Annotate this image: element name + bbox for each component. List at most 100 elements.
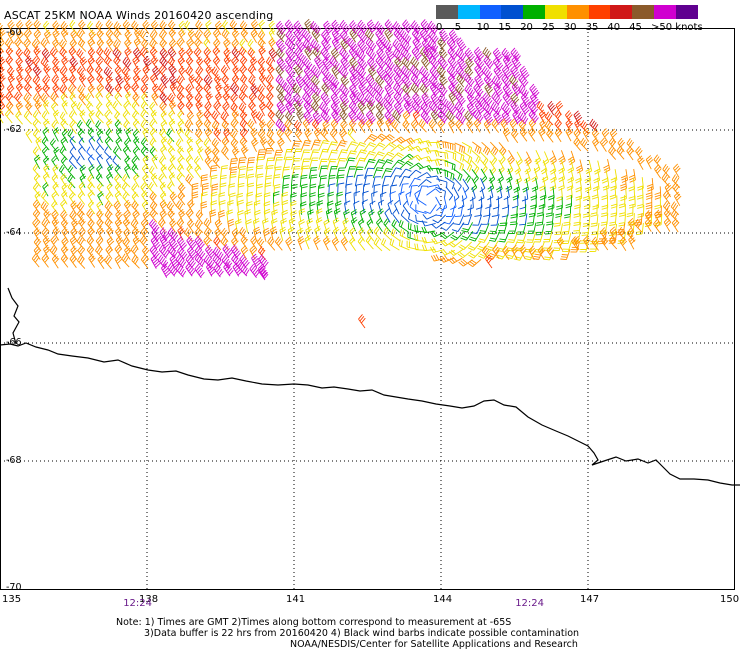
wind-barb	[419, 83, 429, 98]
wind-barb	[114, 164, 123, 179]
wind-barb	[349, 56, 359, 72]
lat-tick-label: -70	[6, 582, 22, 593]
wind-barb	[400, 65, 412, 80]
wind-barb	[59, 39, 68, 54]
wind-barb	[384, 110, 395, 125]
wind-barb	[619, 204, 626, 217]
wind-barb	[357, 29, 368, 44]
wind-barb	[450, 231, 464, 241]
wind-barb	[247, 64, 256, 79]
wind-barb	[610, 169, 618, 183]
wind-barb	[510, 205, 518, 219]
wind-barb	[437, 93, 449, 108]
wind-barb	[140, 182, 148, 197]
wind-barb	[210, 200, 218, 214]
wind-barb	[266, 119, 274, 134]
wind-barb	[558, 150, 566, 165]
legend-color-swatch	[479, 5, 502, 19]
wind-barb	[69, 74, 77, 89]
wind-barb	[95, 91, 103, 106]
wind-barb	[275, 83, 285, 98]
wind-barb	[122, 237, 131, 252]
wind-barb	[267, 236, 276, 251]
wind-barb	[213, 38, 221, 53]
wind-barb	[105, 91, 113, 106]
wind-barb	[195, 209, 204, 224]
wind-barb	[133, 136, 141, 151]
wind-barb	[34, 154, 41, 170]
legend-label: 45	[629, 22, 642, 33]
wind-barb	[331, 19, 342, 35]
wind-barb	[275, 64, 285, 79]
wind-barb	[302, 74, 313, 89]
wind-barb	[113, 28, 122, 43]
wind-barb	[562, 222, 571, 235]
wind-barb	[345, 175, 354, 188]
wind-barb	[601, 169, 609, 184]
wind-barb	[223, 262, 234, 277]
wind-barb	[303, 65, 314, 81]
wind-barb	[600, 227, 608, 242]
wind-barb	[266, 91, 274, 106]
wind-barb	[435, 186, 446, 198]
wind-barb	[41, 146, 49, 161]
wind-barb	[114, 173, 122, 188]
wind-barb	[428, 55, 440, 70]
wind-barb	[32, 56, 40, 71]
wind-barb	[188, 74, 196, 89]
wind-barb	[503, 186, 510, 201]
wind-barb	[421, 220, 436, 227]
wind-barb	[448, 29, 459, 44]
legend-color-swatch	[654, 5, 677, 19]
wind-barb	[354, 174, 364, 187]
wind-barb	[573, 205, 581, 218]
wind-barb	[167, 137, 176, 152]
wind-barb	[61, 74, 69, 89]
wind-barb	[113, 146, 122, 160]
wind-barb	[443, 169, 455, 181]
wind-barb	[51, 254, 60, 269]
wind-barb	[456, 73, 466, 88]
wind-barb	[150, 109, 158, 124]
wind-barb	[440, 222, 455, 231]
wind-barb	[239, 254, 250, 269]
wind-barb	[471, 150, 481, 164]
wind-barb	[178, 28, 186, 43]
wind-barb	[61, 55, 69, 71]
wind-barb	[0, 92, 6, 107]
wind-barb	[249, 245, 257, 260]
wind-barb	[78, 73, 87, 88]
wind-barb	[460, 231, 474, 241]
wind-barb	[49, 245, 59, 260]
wind-barb	[407, 222, 419, 234]
wind-barb	[380, 159, 394, 170]
wind-barb	[220, 236, 229, 251]
wind-barb	[363, 142, 376, 152]
wind-barb	[213, 236, 222, 251]
wind-barb	[122, 173, 131, 188]
wind-barb	[389, 184, 398, 198]
wind-barb	[304, 45, 314, 61]
wind-barb	[263, 208, 271, 223]
wind-barb	[497, 168, 504, 184]
wind-barb	[296, 109, 305, 124]
wind-barb	[505, 177, 513, 192]
wind-barb	[281, 209, 289, 224]
wind-barb	[414, 224, 427, 233]
wind-barb	[393, 73, 404, 88]
wind-barb	[60, 253, 69, 268]
wind-barb	[251, 253, 261, 269]
wind-barb	[176, 37, 184, 52]
wind-barb	[549, 150, 557, 165]
wind-barb	[299, 174, 308, 188]
wind-barb	[158, 217, 166, 232]
wind-barb	[177, 55, 186, 71]
wind-barb	[185, 208, 194, 223]
wind-barb	[230, 138, 239, 153]
wind-barb	[87, 190, 94, 205]
wind-barb	[407, 145, 423, 153]
wind-barb	[451, 222, 465, 233]
wind-barb	[318, 140, 330, 151]
wind-barb	[582, 187, 590, 202]
wind-barb	[177, 226, 185, 241]
